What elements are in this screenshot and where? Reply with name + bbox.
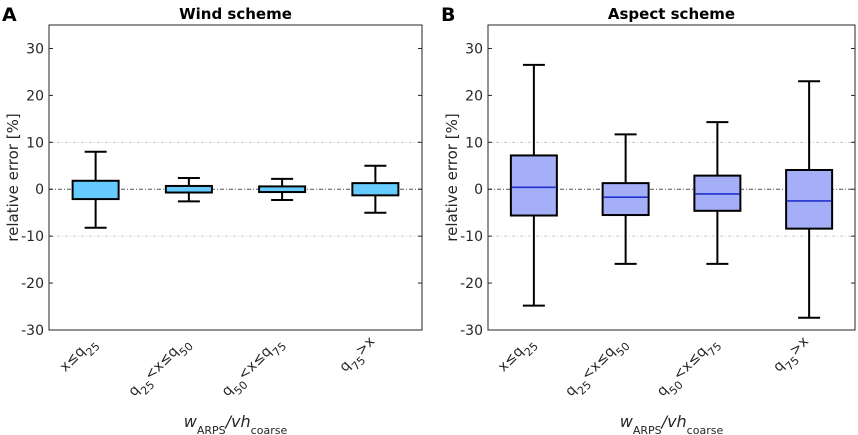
y-tick-label: 0 [35,182,44,198]
x-label-sub: ARPS [197,424,226,435]
x-label-sub: ARPS [633,424,662,435]
x-tick-label: q75>x [337,334,383,380]
box-4 [785,80,834,319]
y-tick-label: 0 [474,182,483,198]
x-tick-label: q75>x [770,334,816,380]
x-axis-label: wARPS/vhcoarse [620,412,724,435]
box-4 [351,164,400,214]
chart-title: Aspect scheme [608,5,735,23]
x-tick-label: x≤q25 [495,334,541,380]
axes-frame [487,24,856,331]
panel-a: A Wind scheme -30 -20 -10 0 10 20 30 relative err… [2,4,423,435]
x-label-var: /vh [224,412,251,431]
y-tick-label: -20 [21,276,44,292]
y-axis-label: relative error [%] [443,113,461,241]
y-tick-label: 20 [465,88,483,104]
x-tick-label: q25<x≤q50 [562,334,632,404]
x-label-var: /vh [660,412,687,431]
plot-area [49,25,422,330]
y-tick-label: -10 [21,229,44,245]
y-tick-label: 30 [26,41,44,57]
y-tick-label: -30 [21,323,44,339]
x-label-sub: coarse [687,424,724,435]
box-iqr [601,182,650,217]
y-tick-label: 10 [26,135,44,151]
x-tick-label: x≤q25 [57,334,103,380]
x-label-var: w [620,412,634,431]
box-1 [509,63,558,307]
y-axis-label: relative error [%] [4,113,22,241]
chart-title: Wind scheme [179,5,292,23]
y-tick-label: 30 [465,41,483,57]
panel-b: B Aspect scheme -30 -20 -10 0 10 20 30 relative e… [441,4,856,435]
y-tick-label: 10 [465,135,483,151]
panel-letter: A [2,4,17,26]
panel-letter: B [441,4,455,26]
y-tick-label: -10 [460,229,483,245]
box-3 [693,121,742,265]
axes-frame [48,24,423,331]
box-2 [601,133,650,265]
x-tick-label: q50<x≤q75 [654,334,724,404]
y-tick-label: -20 [460,276,483,292]
box-iqr [509,154,558,217]
box-iqr [785,168,834,230]
x-label-var: w [184,412,198,431]
y-tick-label: 20 [26,88,44,104]
x-axis-label: wARPS/vhcoarse [184,412,288,435]
box-2 [164,176,213,203]
box-1 [71,150,120,229]
y-tick-label: -30 [460,323,483,339]
x-tick-label: q50<x≤q75 [219,334,289,404]
x-label-sub: coarse [251,424,288,435]
x-tick-label: q25<x≤q50 [126,334,196,404]
box-3 [258,177,307,202]
